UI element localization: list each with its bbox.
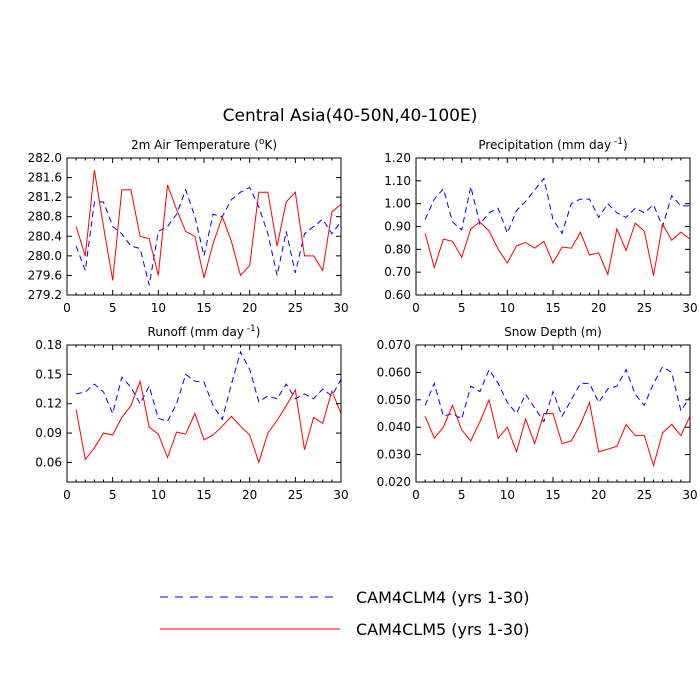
x-tick-label: 20 xyxy=(242,301,257,315)
series-line-cam4clm4 xyxy=(424,366,691,423)
legend-label-2: CAM4CLM5 (yrs 1-30) xyxy=(356,620,530,639)
y-tick-label: 0.18 xyxy=(35,338,62,352)
series-line-cam4clm5 xyxy=(424,221,691,277)
x-tick-label: 15 xyxy=(545,488,560,502)
y-tick-label: 0.90 xyxy=(384,220,411,234)
x-tick-label: 5 xyxy=(109,488,117,502)
plot-frame xyxy=(415,157,691,296)
x-tick-label: 30 xyxy=(682,488,697,502)
panel-title: 2m Air Temperature (oK) xyxy=(131,137,277,152)
y-tick-label: 0.040 xyxy=(377,420,411,434)
series-line-cam4clm4 xyxy=(75,186,342,286)
panels: 0 5 10 15 20 25 30 279.2 279.6 280.0 280.4 280.8 281… xyxy=(28,137,698,502)
series-line-cam4clm5 xyxy=(424,398,691,468)
legend-label-1: CAM4CLM4 (yrs 1-30) xyxy=(356,588,530,607)
y-tick-label: 280.0 xyxy=(28,249,62,263)
x-tick-label: 15 xyxy=(196,488,211,502)
y-tick-label: 280.4 xyxy=(28,229,62,243)
y-tick-label: 279.6 xyxy=(28,268,62,282)
x-tick-label: 5 xyxy=(109,301,117,315)
y-tick-label: 282.0 xyxy=(28,151,62,165)
y-tick-label: 1.20 xyxy=(384,151,411,165)
x-tick-label: 10 xyxy=(151,488,166,502)
legend: CAM4CLM4 (yrs 1-30) CAM4CLM5 (yrs 1-30) xyxy=(160,588,530,639)
x-tick-label: 0 xyxy=(63,301,71,315)
y-tick-label: 0.060 xyxy=(377,365,411,379)
y-tick-label: 0.15 xyxy=(35,367,62,381)
panel-4: 0 5 10 15 20 25 30 0.020 0.030 0.040 0.050 0.060 0.0… xyxy=(377,325,698,502)
series-line-cam4clm4 xyxy=(424,177,690,235)
panel-title: Runoff (mm day -1) xyxy=(148,324,261,339)
x-tick-label: 25 xyxy=(288,488,303,502)
x-tick-label: 10 xyxy=(500,301,515,315)
x-tick-label: 25 xyxy=(637,301,652,315)
x-tick-label: 20 xyxy=(591,488,606,502)
series-line-cam4clm5 xyxy=(75,379,342,465)
y-tick-label: 0.70 xyxy=(384,265,411,279)
y-tick-label: 1.00 xyxy=(384,197,411,211)
x-tick-label: 0 xyxy=(63,488,71,502)
panel-title: Snow Depth (m) xyxy=(504,325,602,339)
x-tick-label: 10 xyxy=(500,488,515,502)
x-tick-label: 20 xyxy=(242,488,257,502)
y-tick-label: 0.030 xyxy=(377,448,411,462)
y-tick-label: 279.2 xyxy=(28,288,62,302)
y-tick-label: 0.06 xyxy=(35,455,62,469)
x-tick-label: 30 xyxy=(333,488,348,502)
plot-frame xyxy=(66,344,342,483)
panel-3: 0 5 10 15 20 25 30 0.06 0.09 0.12 0.15 0.18 Runoff (… xyxy=(35,324,348,502)
series-line-cam4clm4 xyxy=(75,350,342,422)
y-tick-label: 0.050 xyxy=(377,393,411,407)
x-tick-label: 0 xyxy=(412,301,420,315)
y-tick-label: 0.09 xyxy=(35,426,62,440)
figure-title: Central Asia(40-50N,40-100E) xyxy=(223,106,478,126)
y-tick-label: 0.12 xyxy=(35,397,62,411)
x-tick-label: 25 xyxy=(637,488,652,502)
y-tick-label: 280.8 xyxy=(28,210,62,224)
x-tick-label: 10 xyxy=(151,301,166,315)
x-tick-label: 25 xyxy=(288,301,303,315)
x-tick-label: 30 xyxy=(682,301,697,315)
x-tick-label: 5 xyxy=(458,301,466,315)
x-tick-label: 15 xyxy=(196,301,211,315)
x-tick-label: 15 xyxy=(545,301,560,315)
y-tick-label: 0.020 xyxy=(377,475,411,489)
x-tick-label: 20 xyxy=(591,301,606,315)
panel-1: 0 5 10 15 20 25 30 279.2 279.6 280.0 280.4 280.8 281… xyxy=(28,137,349,315)
panel-title: Precipitation (mm day -1) xyxy=(478,137,627,152)
x-tick-label: 0 xyxy=(412,488,420,502)
series-line-cam4clm5 xyxy=(75,170,342,281)
y-tick-label: 0.070 xyxy=(377,338,411,352)
y-tick-label: 281.6 xyxy=(28,171,62,185)
y-tick-label: 1.10 xyxy=(384,174,411,188)
x-tick-label: 30 xyxy=(333,301,348,315)
panel-2: 0 5 10 15 20 25 30 0.60 0.70 0.80 0.90 1.00 1.10 1.20… xyxy=(384,137,697,315)
y-tick-label: 0.60 xyxy=(384,288,411,302)
x-tick-label: 5 xyxy=(458,488,466,502)
y-tick-label: 281.2 xyxy=(28,190,62,204)
y-tick-label: 0.80 xyxy=(384,242,411,256)
